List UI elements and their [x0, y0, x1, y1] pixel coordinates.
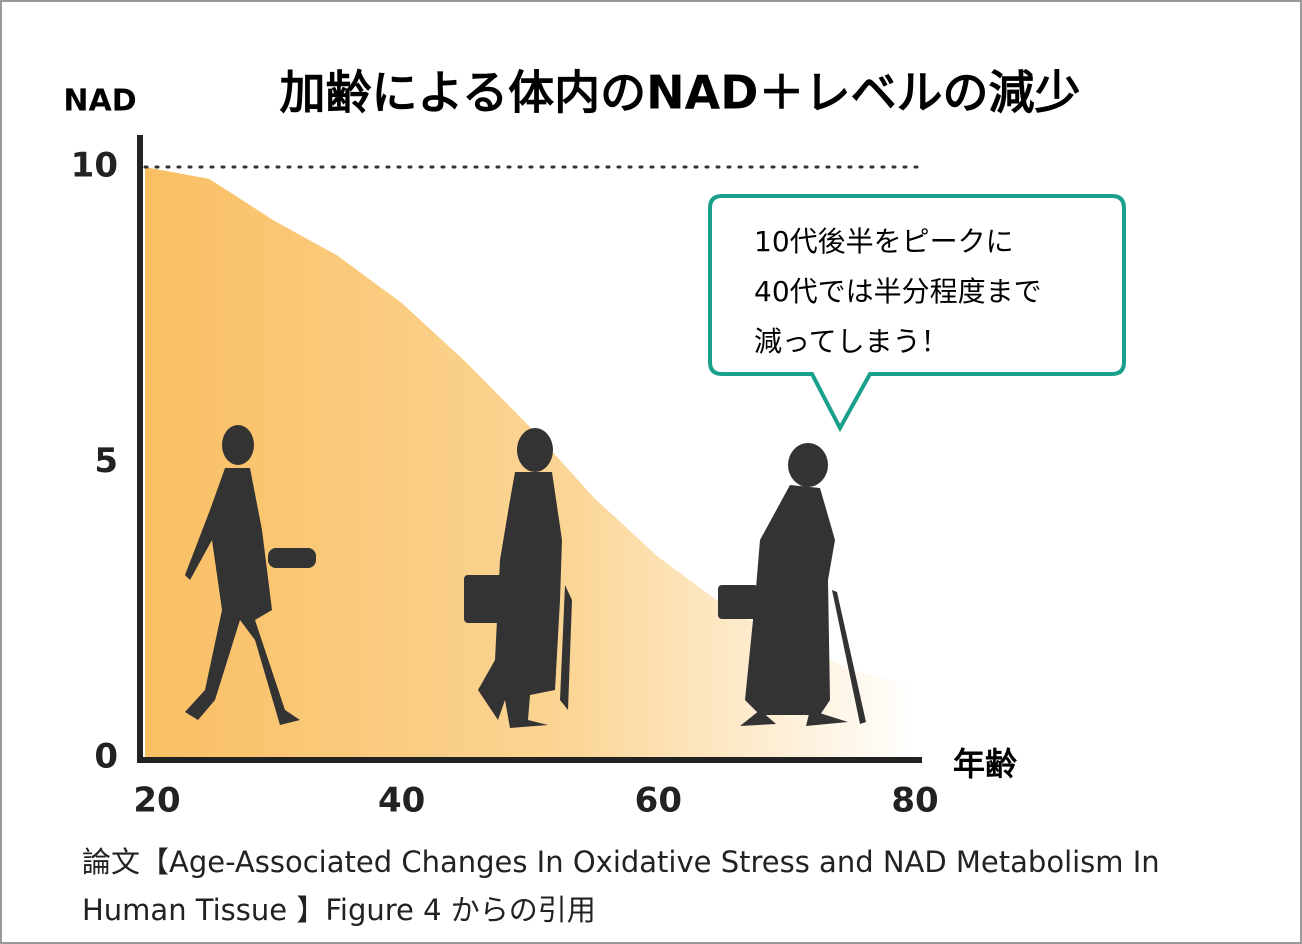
callout-text: 40代では半分程度まで: [754, 275, 1042, 308]
y-tick-label: 0: [94, 737, 118, 777]
x-axis-label: 年齢: [953, 745, 1017, 783]
x-tick-label: 40: [378, 781, 425, 821]
callout-text: 減ってしまう！: [754, 325, 949, 358]
chart: 加齢による体内のNAD＋レベルの減少 NAD 年齢 0 5 10 20 40 60 80 1…: [0, 0, 1302, 830]
y-axis-label: NAD: [63, 84, 136, 119]
chart-title: 加齢による体内のNAD＋レベルの減少: [280, 66, 1081, 120]
y-tick-label: 10: [71, 146, 118, 186]
y-tick-label: 5: [94, 441, 118, 481]
x-tick-label: 60: [635, 781, 682, 821]
source-note: 論文【Age-Associated Changes In Oxidative S…: [82, 838, 1262, 934]
callout-text: 10代後半をピークに: [754, 225, 1014, 258]
x-tick-label: 80: [891, 781, 938, 821]
x-tick-label: 20: [133, 781, 180, 821]
